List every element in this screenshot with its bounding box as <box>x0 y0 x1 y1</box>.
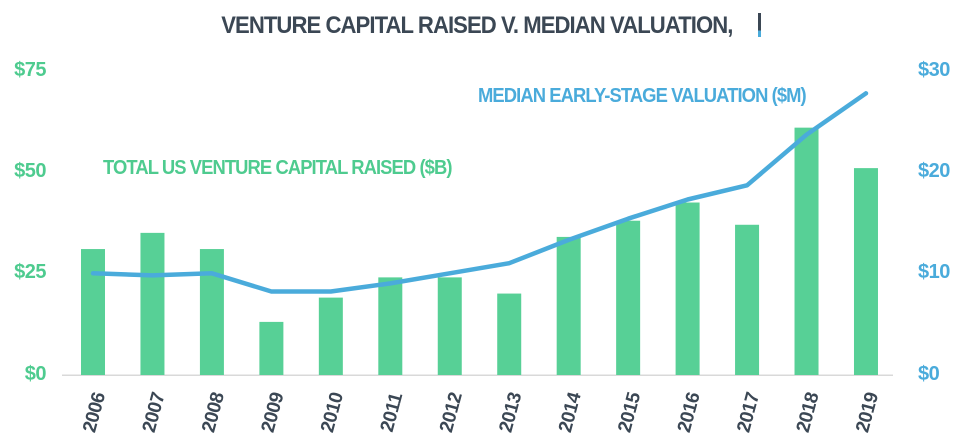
x-axis-label-2012: 2012 <box>436 390 467 434</box>
bar-2012 <box>437 277 462 375</box>
x-axis-label-2017: 2017 <box>733 390 764 434</box>
right-axis-tick-0: $0 <box>918 362 940 385</box>
bar-2015 <box>616 220 641 375</box>
bar-2006 <box>81 249 105 375</box>
left-axis-tick-0: $0 <box>24 362 47 385</box>
bar-2016 <box>675 202 700 375</box>
x-axis-label-2010: 2010 <box>317 390 348 434</box>
x-axis-label-2018: 2018 <box>793 390 824 434</box>
chart-title: VENTURE CAPITAL RAISED V. MEDIAN VALUATI… <box>220 12 733 39</box>
x-axis-label-2009: 2009 <box>258 390 289 434</box>
chart-title-row: VENTURE CAPITAL RAISED V. MEDIAN VALUATI… <box>0 12 960 40</box>
line-series-label: MEDIAN EARLY-STAGE VALUATION ($M) <box>478 85 807 107</box>
bar-2013 <box>497 293 522 375</box>
x-axis-label-2019: 2019 <box>852 390 883 434</box>
left-axis-tick-50: $50 <box>14 160 46 183</box>
right-axis-tick-30: $30 <box>918 59 950 81</box>
bar-2018 <box>794 127 819 375</box>
x-axis-label-2011: 2011 <box>377 390 408 434</box>
x-axis-label-2013: 2013 <box>496 390 527 434</box>
bar-2017 <box>735 224 760 375</box>
bar-2014 <box>556 236 581 375</box>
bar-2009 <box>259 321 284 375</box>
x-axis-label-2016: 2016 <box>674 390 705 434</box>
right-axis-tick-10: $10 <box>918 261 950 284</box>
bar-series-label: TOTAL US VENTURE CAPITAL RAISED ($B) <box>103 157 452 179</box>
bar-2007 <box>140 232 165 375</box>
bar-2019 <box>853 168 878 375</box>
x-axis-label-2015: 2015 <box>614 390 645 435</box>
x-axis-label-2007: 2007 <box>139 390 170 434</box>
left-axis-tick-25: $25 <box>14 261 46 284</box>
bar-2010 <box>318 297 343 375</box>
x-axis-label-2006: 2006 <box>79 390 110 434</box>
x-axis-label-2014: 2014 <box>555 390 586 435</box>
bar-2008 <box>199 249 224 375</box>
right-axis-tick-20: $20 <box>918 160 950 183</box>
left-axis-tick-75: $75 <box>14 59 46 81</box>
x-axis-label-2008: 2008 <box>198 390 229 434</box>
valuation-line <box>90 91 869 294</box>
bar-2011 <box>378 277 403 375</box>
text-cursor-caret <box>758 13 762 37</box>
